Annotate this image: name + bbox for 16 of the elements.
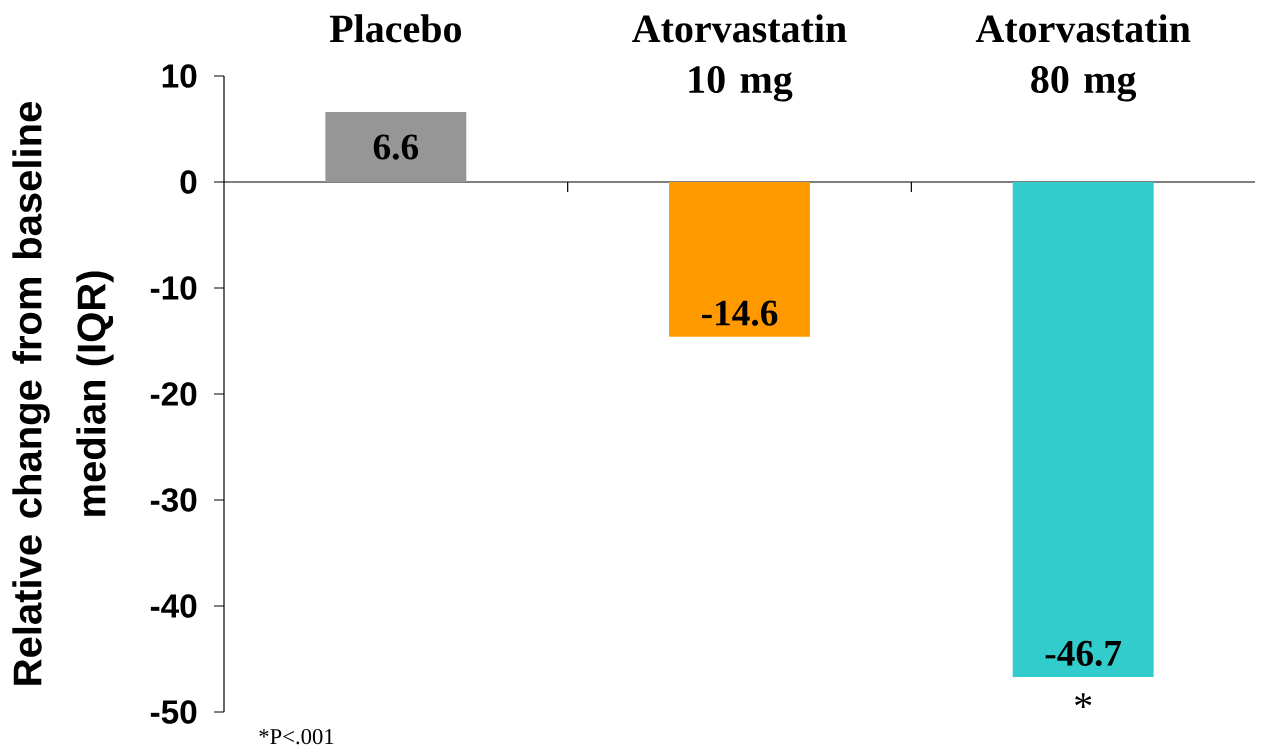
y-tick-label: -50 bbox=[150, 700, 197, 724]
annotation: * bbox=[1075, 693, 1092, 708]
y-tick-label: -20 bbox=[150, 382, 197, 406]
y-axis-title: Relative change from baseline median (IQR) bbox=[12, 102, 114, 685]
y-tick-label: -30 bbox=[150, 488, 197, 512]
data-label: -14.6 bbox=[701, 300, 778, 326]
y-tick-label: 10 bbox=[162, 64, 197, 88]
y-tick-label: 0 bbox=[180, 170, 197, 194]
y-tick-label: -40 bbox=[150, 594, 197, 618]
x-tick-label: Atorvastatin 10 mg bbox=[632, 14, 847, 102]
text: *P<.001 bbox=[259, 728, 334, 745]
y-tick-label: -10 bbox=[150, 276, 197, 300]
x-tick-label: Atorvastatin 80 mg bbox=[975, 14, 1191, 102]
data-label: 6.6 bbox=[373, 134, 419, 160]
data-label: -46.7 bbox=[1045, 640, 1122, 667]
x-tick-label: Placebo bbox=[329, 14, 461, 43]
